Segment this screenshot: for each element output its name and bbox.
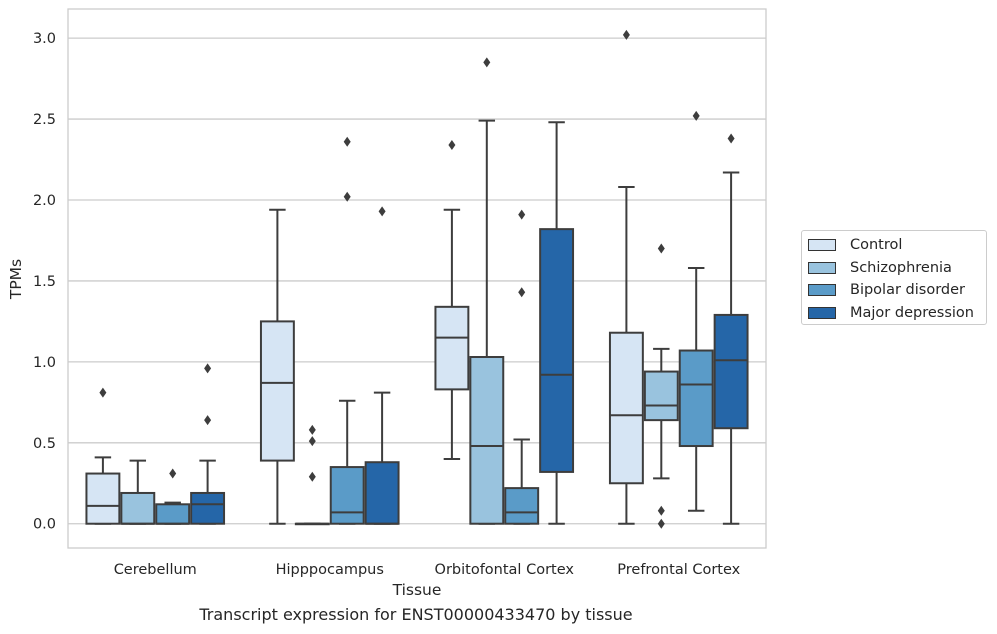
box-schizophrenia — [469, 57, 505, 525]
box-control — [259, 208, 295, 525]
box-iqr — [539, 228, 575, 473]
box-major-depression — [713, 133, 749, 525]
y-tick-labels: 0.0 0.5 1.0 1.5 2.0 2.5 3.0 — [33, 31, 56, 533]
box-major-depression — [364, 206, 400, 525]
outlier-point — [518, 209, 526, 220]
legend-swatch-schizophrenia — [808, 262, 836, 274]
box-iqr — [190, 491, 226, 525]
box-major-depression — [190, 363, 226, 525]
box-bipolar-disorder — [155, 468, 191, 525]
chart-caption: Transcript expression for ENST0000043347… — [199, 605, 633, 624]
outlier-point — [448, 139, 456, 150]
x-axis-label: Tissue — [392, 581, 442, 599]
outlier-point — [343, 191, 351, 202]
box-iqr — [329, 466, 365, 525]
legend-item-bipolar-disorder: Bipolar disorder — [808, 280, 965, 300]
y-tick-label: 1.5 — [33, 274, 56, 290]
box-major-depression — [539, 121, 575, 525]
outlier-point — [657, 505, 665, 516]
box-iqr — [364, 461, 400, 525]
legend-item-schizophrenia: Schizophrenia — [808, 258, 952, 278]
outlier-point — [657, 518, 665, 529]
box-schizophrenia — [643, 243, 679, 529]
outlier-point — [308, 424, 316, 435]
y-tick-label: 3.0 — [33, 31, 56, 47]
box-bipolar-disorder — [504, 209, 540, 525]
box-schizophrenia — [294, 424, 330, 526]
y-tick-label: 0.0 — [33, 517, 56, 533]
box-iqr — [469, 356, 505, 525]
outlier-point — [308, 471, 316, 482]
legend-swatch-major-depression — [808, 307, 836, 319]
box-iqr — [434, 305, 470, 391]
outlier-point — [169, 468, 177, 479]
legend: Control Schizophrenia Bipolar disorder M… — [801, 230, 987, 325]
box-iqr — [155, 503, 191, 525]
gridlines — [68, 37, 766, 525]
x-tick-label: Prefrontal Cortex — [617, 562, 740, 578]
x-tick-labels: Cerebellum Hipppocampus Orbitofontal Corte… — [114, 562, 741, 578]
box-iqr — [504, 487, 540, 525]
box-control — [434, 139, 470, 460]
legend-item-major-depression: Major depression — [808, 303, 974, 323]
y-tick-label: 2.0 — [33, 193, 56, 209]
box-bipolar-disorder — [329, 136, 365, 525]
y-tick-label: 2.5 — [33, 112, 56, 128]
box-iqr — [678, 349, 714, 448]
plot-frame — [67, 8, 767, 549]
box-iqr — [713, 313, 749, 430]
box-bipolar-disorder — [678, 110, 714, 512]
outlier-point — [308, 436, 316, 447]
legend-swatch-bipolar-disorder — [808, 284, 836, 296]
x-tick-label: Cerebellum — [114, 562, 197, 578]
outlier-point — [99, 387, 107, 398]
outlier-point — [343, 136, 351, 147]
outlier-point — [204, 415, 212, 426]
y-tick-label: 1.0 — [33, 355, 56, 371]
box-schizophrenia — [120, 459, 156, 525]
outlier-point — [727, 133, 735, 144]
outlier-point — [657, 243, 665, 254]
outlier-point — [483, 57, 491, 68]
outlier-point — [622, 29, 630, 40]
legend-label-major-depression: Major depression — [850, 305, 974, 321]
legend-label-bipolar-disorder: Bipolar disorder — [850, 282, 965, 298]
box-iqr — [643, 370, 679, 422]
outlier-point — [204, 363, 212, 374]
outlier-point — [378, 206, 386, 217]
box-control — [85, 387, 121, 525]
box-iqr — [120, 491, 156, 525]
x-tick-label: Hipppocampus — [276, 562, 384, 578]
box-layer — [85, 29, 749, 529]
y-tick-label: 0.5 — [33, 436, 56, 452]
outlier-point — [692, 110, 700, 121]
legend-label-control: Control — [850, 237, 903, 253]
outlier-point — [518, 287, 526, 298]
box-control — [608, 29, 644, 525]
legend-item-control: Control — [808, 235, 902, 255]
legend-label-schizophrenia: Schizophrenia — [850, 260, 952, 276]
y-axis-label: TPMs — [7, 259, 25, 300]
box-iqr — [85, 472, 121, 525]
x-tick-label: Orbitofontal Cortex — [435, 562, 575, 578]
legend-swatch-control — [808, 239, 836, 251]
box-iqr — [259, 320, 295, 462]
box-iqr — [608, 331, 644, 485]
